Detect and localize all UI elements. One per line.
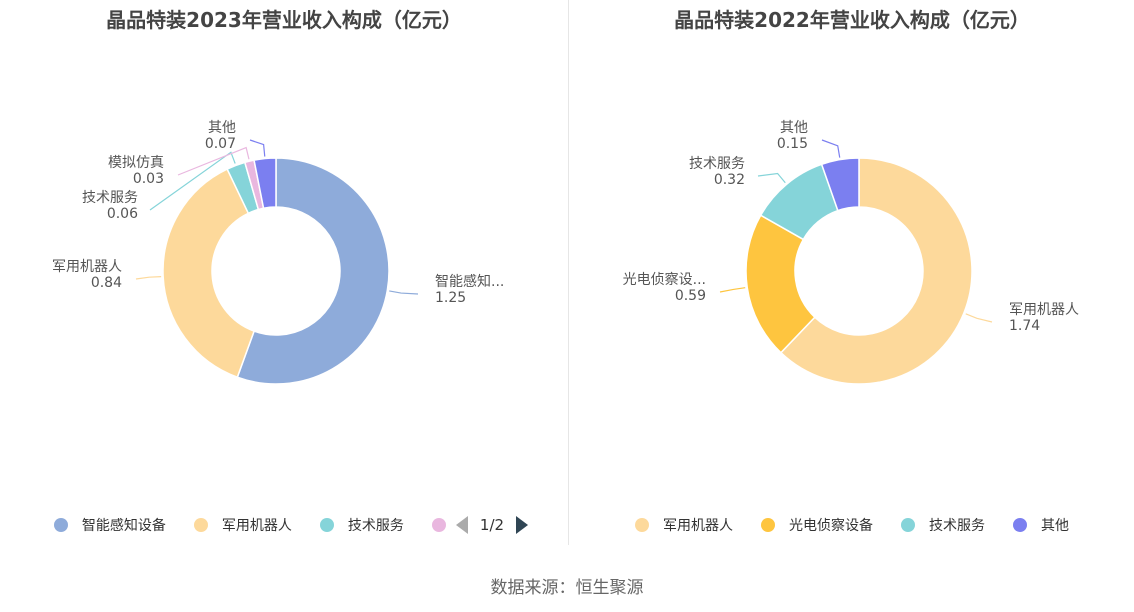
- legend-label: 光电侦察设备: [789, 518, 873, 534]
- slice-value-label: 0.32: [714, 172, 745, 188]
- pager-prev-icon[interactable]: [455, 516, 468, 534]
- pie-slice[interactable]: [162, 168, 256, 379]
- slice-value-label: 0.06: [107, 206, 138, 222]
- legend-marker: [53, 518, 68, 532]
- legend-label: 其他: [1041, 518, 1069, 534]
- slice-label: 智能感知...: [435, 273, 504, 290]
- slice-label: 技术服务: [689, 156, 745, 172]
- legend-label: 技术服务: [929, 518, 985, 534]
- pie-slice[interactable]: [779, 157, 973, 385]
- slice-label: 军用机器人: [52, 259, 122, 275]
- pie-slice[interactable]: [236, 157, 390, 385]
- legend-pager: 1/2: [455, 516, 529, 534]
- label-leader-line: [177, 146, 250, 176]
- legend-marker: [319, 518, 334, 532]
- slice-label: 模拟仿真: [108, 155, 164, 171]
- legend-item[interactable]: 技术服务: [901, 515, 985, 535]
- pager-next-icon[interactable]: [516, 516, 529, 534]
- label-leader-line: [719, 287, 746, 293]
- legend-item[interactable]: 其他: [1013, 515, 1069, 535]
- legend-label: 军用机器人: [221, 518, 292, 534]
- slice-label: 光电侦察设...: [623, 271, 706, 288]
- slice-label: 军用机器人: [1009, 302, 1079, 318]
- chart-title: 晶品特装2023年营业收入构成（亿元）: [106, 8, 462, 32]
- legend-marker: [431, 518, 446, 532]
- label-leader-line: [821, 139, 841, 158]
- label-leader-line: [135, 276, 162, 280]
- pie-slice[interactable]: [820, 157, 860, 212]
- legend-item[interactable]: 军用机器人: [193, 515, 292, 535]
- legend-item-partial[interactable]: [431, 518, 446, 532]
- panel-divider: [568, 0, 569, 545]
- legend: 智能感知设备 军用机器人 技术服务 1/2: [0, 512, 568, 538]
- legend: 军用机器人 光电侦察设备 技术服务 其他: [570, 512, 1134, 538]
- label-leader-line: [389, 290, 419, 295]
- chart-2023-panel: 晶品特装2023年营业收入构成（亿元） 智能感知... 1.25 军用机器人 0.84…: [0, 0, 568, 545]
- slice-value-label: 0.84: [91, 275, 122, 291]
- legend-marker: [193, 518, 208, 532]
- legend-item[interactable]: 智能感知设备: [53, 515, 166, 535]
- slice-value-label: 1.74: [1009, 318, 1040, 334]
- label-leader-line: [965, 313, 993, 323]
- slice-value-label: 0.59: [675, 288, 706, 304]
- slice-label: 技术服务: [82, 190, 138, 206]
- slice-value-label: 0.07: [205, 136, 236, 152]
- slice-value-label: 0.03: [133, 171, 164, 187]
- legend-marker: [901, 518, 915, 532]
- slice-label: 其他: [208, 120, 236, 136]
- data-source: 数据来源：恒生聚源: [490, 578, 644, 598]
- slice-value-label: 1.25: [435, 290, 466, 306]
- pie-slice[interactable]: [253, 157, 277, 210]
- pager-page-indicator: 1/2: [479, 516, 505, 534]
- legend-marker: [1013, 518, 1027, 532]
- legend-item[interactable]: 军用机器人: [635, 515, 733, 535]
- legend-label: 军用机器人: [663, 518, 733, 534]
- label-leader-line: [249, 139, 266, 157]
- legend-marker: [761, 518, 775, 532]
- legend-label: 技术服务: [347, 518, 404, 534]
- legend-marker: [635, 518, 649, 532]
- chart-title: 晶品特装2022年营业收入构成（亿元）: [674, 8, 1030, 32]
- chart-2022-panel: 晶品特装2022年营业收入构成（亿元） 军用机器人 1.74 光电侦察设... 0.5…: [570, 0, 1134, 545]
- legend-label: 智能感知设备: [81, 518, 166, 534]
- label-leader-line: [149, 151, 236, 211]
- slice-label: 其他: [780, 120, 808, 136]
- legend-item[interactable]: 技术服务: [319, 515, 404, 535]
- label-leader-line: [757, 172, 786, 184]
- slice-value-label: 0.15: [777, 136, 808, 152]
- legend-item[interactable]: 光电侦察设备: [761, 515, 873, 535]
